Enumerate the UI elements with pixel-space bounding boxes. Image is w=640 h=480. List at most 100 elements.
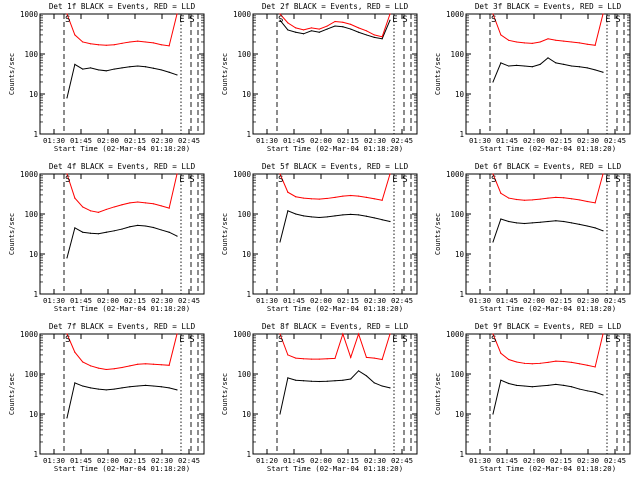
plot-frame [39, 173, 205, 295]
chart-svg: Det 9f BLACK = Events, RED = LLD 1 10 100 10… [434, 322, 631, 473]
y-tick-label: 1 [459, 130, 464, 139]
data-point [318, 358, 320, 360]
data-point [539, 198, 541, 200]
data-point [287, 191, 289, 193]
data-point [326, 358, 328, 360]
data-point [500, 352, 502, 354]
x-tick-label: 01:30 [469, 136, 491, 145]
data-point [287, 354, 289, 356]
data-point [531, 199, 533, 201]
data-point [326, 216, 328, 218]
data-point [168, 231, 170, 233]
x-axis-label: Start Time (02-Mar-04 01:18:20) [54, 144, 190, 153]
data-point [318, 31, 320, 33]
data-point [586, 364, 588, 366]
data-point [129, 226, 131, 228]
data-point [555, 62, 557, 64]
x-tick-label: 02:15 [550, 136, 572, 145]
data-point [365, 30, 368, 32]
data-point [523, 199, 526, 201]
data-point [144, 384, 147, 386]
data-point [279, 333, 281, 335]
data-point [570, 65, 573, 67]
x-tick-label: 02:45 [178, 296, 200, 305]
chart-title: Det 9f BLACK = Events, RED = LLD [475, 322, 622, 331]
x-tick-label: 02:00 [523, 456, 545, 465]
data-point [594, 227, 596, 229]
data-point [508, 39, 510, 41]
data-point [492, 413, 494, 415]
data-point [302, 29, 305, 31]
data-point [531, 222, 533, 224]
data-point [97, 211, 100, 213]
data-point [531, 66, 533, 68]
y-axis-label: Counts/sec [221, 213, 229, 255]
event-marker-label: S [491, 15, 496, 25]
data-point [334, 196, 336, 199]
data-point [555, 39, 557, 41]
x-tick-label: 01:45 [70, 456, 92, 465]
data-point [295, 357, 297, 359]
x-tick-label: 02:30 [151, 136, 173, 145]
y-axis-label: Counts/sec [434, 373, 442, 415]
x-axis-label: Start Time (02-Mar-04 01:18:20) [480, 304, 616, 313]
data-point [555, 383, 557, 385]
event-marker-label: S [615, 15, 620, 25]
data-point [570, 41, 573, 43]
data-point [295, 196, 297, 198]
chart-panel: Det 9f BLACK = Events, RED = LLD 1 10 100 10… [426, 320, 639, 480]
y-tick-label: 1 [33, 130, 38, 139]
data-point [129, 365, 131, 367]
data-point [508, 220, 510, 223]
chart-panel: Det 7f BLACK = Events, RED = LLD 1 10 100 10… [0, 320, 213, 480]
data-point [555, 220, 557, 222]
y-tick-label: 10 [455, 90, 465, 99]
event-marker-label: E [605, 335, 610, 345]
y-tick-label: 1 [459, 450, 464, 459]
data-point [563, 220, 565, 223]
data-point [82, 385, 84, 387]
series-line [279, 370, 391, 415]
data-point [295, 31, 297, 33]
x-tick-label: 02:30 [364, 296, 386, 305]
x-tick-label: 02:45 [391, 296, 413, 305]
data-point [342, 379, 344, 381]
x-tick-label: 01:45 [283, 296, 305, 305]
data-point [89, 67, 92, 69]
data-point [381, 219, 383, 221]
data-point [113, 44, 115, 46]
y-tick-label: 100 [237, 370, 251, 379]
data-point [82, 68, 84, 70]
data-point [152, 226, 155, 229]
data-point [137, 40, 139, 42]
data-point [586, 390, 588, 392]
x-axis-label: Start Time (02-Mar-04 01:18:20) [54, 464, 190, 473]
data-point [523, 42, 526, 44]
data-point [539, 385, 541, 387]
data-point [578, 223, 581, 225]
event-marker-label: S [278, 175, 283, 185]
y-tick-label: 100 [450, 210, 464, 219]
data-point [66, 333, 68, 335]
chart-svg: Det 6f BLACK = Events, RED = LLD 1 10 100 10… [434, 162, 631, 313]
data-point [342, 195, 344, 197]
data-point [152, 42, 155, 44]
data-point [318, 216, 320, 219]
data-point [121, 42, 123, 44]
data-point [334, 380, 336, 382]
x-tick-label: 01:45 [283, 456, 305, 465]
x-tick-label: 02:30 [364, 456, 386, 465]
x-tick-label: 01:45 [496, 136, 518, 145]
data-point [342, 21, 344, 23]
y-tick-label: 100 [237, 50, 251, 59]
data-point [310, 27, 313, 29]
data-point [160, 364, 162, 366]
data-point [129, 386, 131, 388]
data-point [176, 333, 178, 335]
y-tick-label: 10 [29, 410, 39, 419]
data-point [373, 198, 375, 200]
y-tick-label: 100 [237, 210, 251, 219]
data-point [578, 388, 581, 390]
y-tick-label: 1 [246, 130, 251, 139]
x-tick-label: 02:45 [391, 456, 413, 465]
